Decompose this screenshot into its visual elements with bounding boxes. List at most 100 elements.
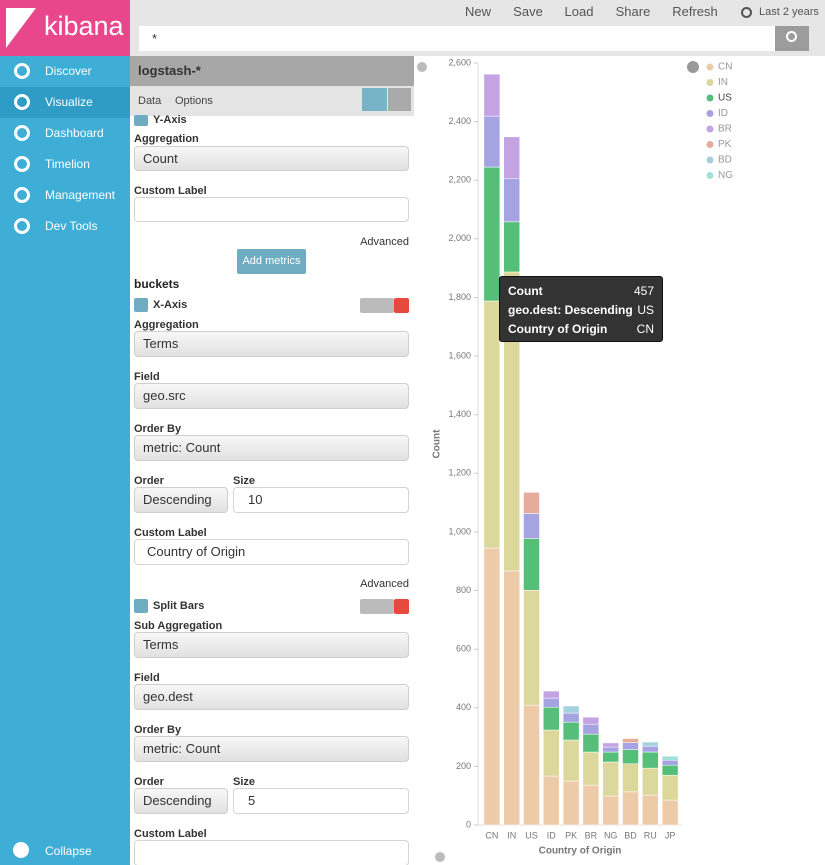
bar-segment <box>622 738 639 743</box>
legend-swatch <box>706 125 714 133</box>
toggle[interactable] <box>134 599 148 613</box>
toolbar-action[interactable]: Share <box>615 4 651 19</box>
bucket-controls[interactable] <box>360 298 394 313</box>
select[interactable]: geo.dest <box>134 684 409 710</box>
bar-segment <box>622 791 639 826</box>
toggle[interactable] <box>134 298 148 312</box>
collapse[interactable]: Collapse <box>45 844 92 858</box>
legend-swatch <box>706 141 714 148</box>
bar-segment <box>602 761 619 797</box>
field-label: Order <box>134 475 164 487</box>
bar-segment <box>602 751 619 763</box>
nav-item[interactable]: Dev Tools <box>45 219 98 233</box>
tooltip-label: geo.dest: Descending <box>508 303 633 317</box>
y-tick-label: 1,800 <box>448 292 471 302</box>
field-label: Custom Label <box>134 828 207 840</box>
advanced-link[interactable]: Advanced <box>360 578 409 590</box>
legend-swatch <box>706 63 714 71</box>
legend-label[interactable]: US <box>718 93 732 104</box>
y-tick-label: 2,200 <box>448 175 471 185</box>
nav-item[interactable]: Management <box>45 188 116 202</box>
select[interactable]: metric: Count <box>134 736 409 762</box>
advanced-link[interactable]: Advanced <box>360 236 409 248</box>
bar-segment <box>503 570 520 826</box>
nav-item[interactable]: Dashboard <box>45 126 104 140</box>
bar-segment <box>642 767 659 796</box>
input[interactable]: 10 <box>233 487 409 513</box>
select[interactable]: Terms <box>134 331 409 357</box>
field-label: Field <box>134 371 160 383</box>
input[interactable]: Country of Origin <box>134 539 409 565</box>
legend-label[interactable]: IN <box>718 77 728 88</box>
bar-segment <box>661 774 679 801</box>
bar-segment <box>543 706 560 731</box>
field-label: Size <box>233 776 256 788</box>
select[interactable]: Terms <box>134 632 409 658</box>
legend-label[interactable]: NG <box>718 170 733 181</box>
toolbar-action[interactable]: New <box>464 4 491 19</box>
legend-label[interactable]: CN <box>718 62 732 73</box>
remove-button[interactable] <box>394 599 409 614</box>
legend-swatch <box>706 79 714 86</box>
x-tick-label: NG <box>604 830 618 840</box>
remove-button[interactable] <box>394 298 409 313</box>
nav-item[interactable]: Visualize <box>45 95 93 109</box>
bucket-controls[interactable] <box>360 599 394 614</box>
section-title: X-Axis <box>153 299 188 311</box>
legend-label[interactable]: BR <box>718 124 732 135</box>
select[interactable]: metric: Count <box>134 435 409 461</box>
bar-segment <box>602 795 619 826</box>
field-label: Custom Label <box>134 185 207 197</box>
time-picker[interactable]: Last 2 years <box>759 6 819 18</box>
y-tick-label: 200 <box>456 761 471 771</box>
nav-arrow <box>417 62 427 72</box>
select[interactable]: Descending <box>134 788 228 814</box>
toolbar-action[interactable]: Refresh <box>672 4 718 19</box>
add-metrics[interactable]: Add metrics <box>237 249 306 274</box>
nav-icon <box>14 94 30 110</box>
x-tick-label: IN <box>507 830 516 840</box>
nav-icon <box>14 187 30 203</box>
tooltip-label: Count <box>508 284 543 298</box>
nav-icon <box>14 218 30 234</box>
bar-segment <box>543 729 560 777</box>
y-tick-label: 2,400 <box>448 116 471 126</box>
input[interactable] <box>134 197 409 222</box>
select[interactable]: Count <box>134 146 409 171</box>
tooltip-value: US <box>637 303 654 317</box>
tab[interactable]: Options <box>175 95 213 107</box>
legend-label[interactable]: PK <box>718 139 732 150</box>
apply-button[interactable] <box>362 88 387 111</box>
nav-item[interactable]: Discover <box>45 64 92 78</box>
editor-header: logstash-* <box>130 56 414 86</box>
section-title: Y-Axis <box>153 114 187 126</box>
legend-label[interactable]: BD <box>718 155 732 166</box>
discard-button[interactable] <box>388 88 411 111</box>
bar-segment <box>503 178 520 223</box>
select[interactable]: geo.src <box>134 383 409 409</box>
field-label: Size <box>233 475 256 487</box>
bar-segment <box>642 751 659 769</box>
bar-segment <box>661 755 679 761</box>
input[interactable]: 5 <box>233 788 409 814</box>
legend-label[interactable]: ID <box>718 108 728 119</box>
bar-segment <box>483 547 501 826</box>
field-label: Aggregation <box>134 133 199 145</box>
x-tick-label: RU <box>644 830 657 840</box>
tab[interactable]: Data <box>138 95 162 107</box>
nav-item[interactable]: Timelion <box>45 157 90 171</box>
tooltip-value: CN <box>636 322 654 336</box>
input[interactable] <box>134 840 409 865</box>
y-tick-label: 2,600 <box>448 57 471 67</box>
bar-segment <box>523 704 540 826</box>
toolbar-action[interactable]: Save <box>513 4 543 19</box>
select[interactable]: Descending <box>134 487 228 513</box>
bar-segment <box>622 763 639 793</box>
search-input[interactable]: * <box>139 26 775 51</box>
bar-segment <box>622 742 639 750</box>
legend-swatch <box>706 172 714 179</box>
legend-toggle[interactable] <box>687 61 699 73</box>
toolbar-action[interactable]: Load <box>564 4 594 19</box>
bar-segment <box>543 775 560 826</box>
bar-segment <box>582 716 600 725</box>
